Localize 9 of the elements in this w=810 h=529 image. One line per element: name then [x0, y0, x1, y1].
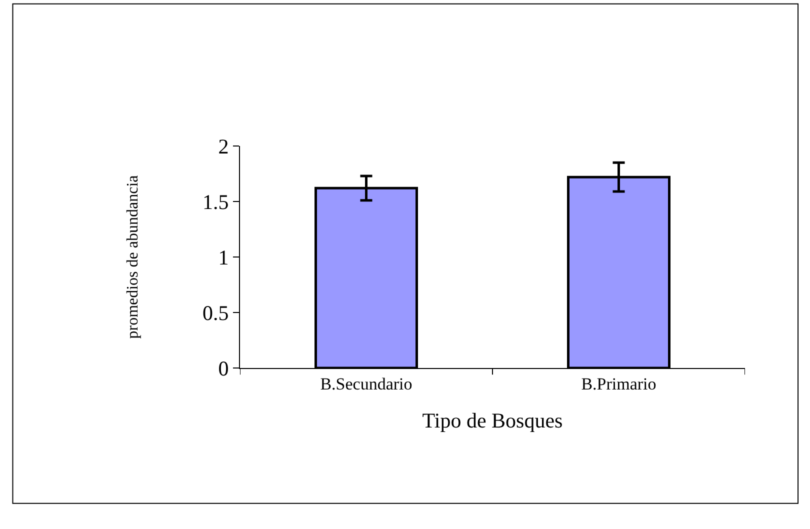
y-tick-label: 2 — [218, 134, 229, 158]
y-tick-label: 1 — [218, 245, 229, 270]
y-tick-label: 0 — [218, 356, 229, 380]
x-axis-title: Tipo de Bosques — [422, 408, 563, 433]
y-tick-label: 0.5 — [202, 300, 229, 325]
y-axis-title: promedios de abundancia — [124, 175, 142, 339]
x-tick-label: B.Primario — [581, 374, 656, 394]
x-tick-label: B.Secundario — [320, 374, 412, 394]
y-tick-label: 1.5 — [202, 190, 229, 214]
